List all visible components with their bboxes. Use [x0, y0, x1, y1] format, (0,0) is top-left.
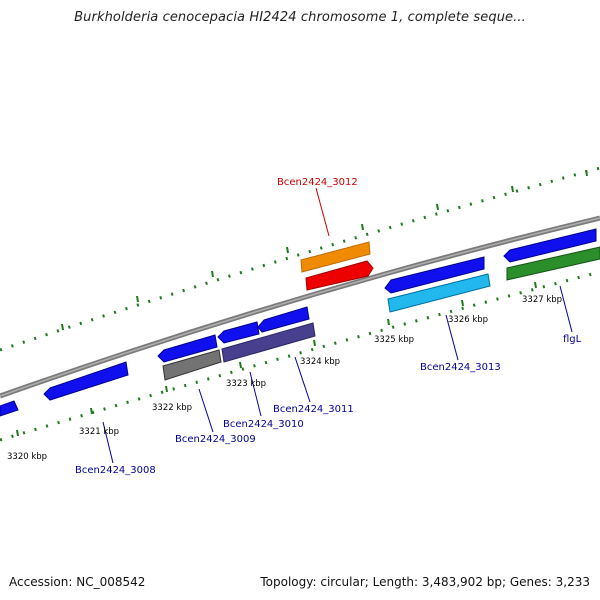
- gene-label-flgl[interactable]: flgL: [563, 334, 582, 345]
- gene-bcen2424-3013[interactable]: [387, 273, 491, 313]
- gene-forward-3327[interactable]: [503, 228, 597, 263]
- kbp-label-3325: 3325 kbp: [374, 335, 414, 345]
- gene-bcen2424-3013-blue[interactable]: [384, 256, 485, 294]
- kbp-label-3326: 3326 kbp: [448, 315, 488, 325]
- gene-label-bcen2424-3009[interactable]: Bcen2424_3009: [175, 434, 256, 445]
- kbp-label-3322: 3322 kbp: [152, 403, 192, 413]
- gene-bcen2424-3011[interactable]: [221, 322, 316, 363]
- gene-bcen2424-3009-blue[interactable]: [157, 334, 218, 363]
- gene-left-edge[interactable]: [0, 400, 19, 417]
- gene-label-bcen2424-3011[interactable]: Bcen2424_3011: [273, 404, 354, 415]
- kbp-label-3321: 3321 kbp: [79, 427, 119, 437]
- label-leader-lines: [102, 187, 573, 464]
- gene-bcen2424-3010[interactable]: [217, 321, 260, 344]
- kbp-label-3320: 3320 kbp: [7, 452, 47, 462]
- gene-flgl[interactable]: [506, 246, 600, 281]
- gene-label-bcen2424-3012[interactable]: Bcen2424_3012: [277, 177, 358, 188]
- gene-bcen2424-3008[interactable]: [43, 361, 129, 401]
- gene-label-bcen2424-3010[interactable]: Bcen2424_3010: [223, 419, 304, 430]
- gene-label-bcen2424-3013[interactable]: Bcen2424_3013: [420, 362, 501, 373]
- kbp-label-3324: 3324 kbp: [300, 357, 340, 367]
- gene-bcen2424-3012-orange[interactable]: [300, 241, 371, 273]
- inner-dotted-ring: [0, 270, 600, 442]
- gene-bcen2424-3009[interactable]: [162, 349, 222, 381]
- gene-bcen2424-3012[interactable]: [305, 260, 374, 291]
- chromosome-backbone: [0, 215, 600, 399]
- map-title: Burkholderia cenocepacia HI2424 chromoso…: [74, 10, 526, 25]
- inner-major-ticks: [16, 281, 537, 437]
- gene-label-bcen2424-3008[interactable]: Bcen2424_3008: [75, 465, 156, 476]
- gene-bcen2424-3011-blue[interactable]: [257, 306, 310, 333]
- accession-text: Accession: NC_008542: [9, 575, 146, 589]
- outer-major-ticks: [61, 169, 588, 331]
- kbp-label-3327: 3327 kbp: [522, 295, 562, 305]
- kbp-label-3323: 3323 kbp: [226, 379, 266, 389]
- topology-text: Topology: circular; Length: 3,483,902 bp…: [260, 575, 590, 589]
